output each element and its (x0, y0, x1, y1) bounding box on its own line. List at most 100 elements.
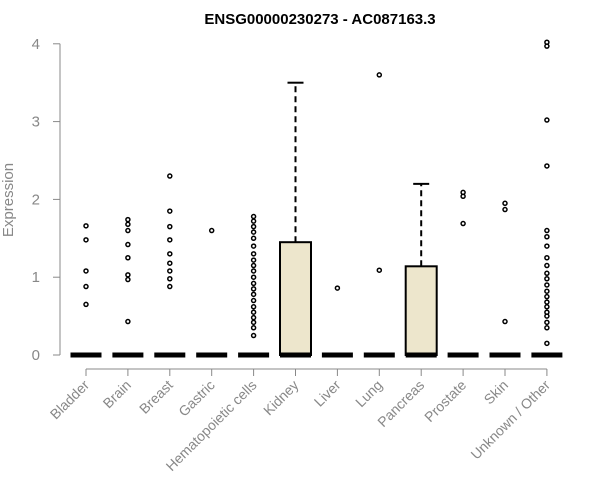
outlier-point (167, 237, 173, 243)
outlier-point (376, 267, 383, 273)
outlier-point (544, 227, 550, 234)
outlier-point (544, 282, 550, 288)
outlier-point (544, 304, 550, 310)
outlier-point (208, 227, 215, 234)
outlier-point (250, 304, 257, 310)
outlier-point (250, 309, 257, 315)
outlier-point (250, 223, 257, 230)
outlier-point (502, 200, 508, 207)
outlier-point (460, 220, 466, 227)
outlier-point (334, 285, 341, 291)
x-tick-label: Unknown / Other (467, 377, 553, 463)
outlier-point (125, 241, 131, 248)
outlier-point (544, 276, 550, 282)
outlier-point (544, 309, 550, 315)
box-body (404, 265, 438, 357)
outlier-point (544, 293, 550, 300)
x-tick-label: Lung (352, 377, 385, 410)
outlier-point (250, 262, 257, 269)
outlier-point (250, 251, 257, 257)
x-tick-label: Prostate (421, 377, 469, 425)
outlier-point (167, 251, 173, 257)
x-tick-label: Skin (481, 377, 512, 408)
outlier-point (250, 243, 257, 249)
box-hematopoietic-cells (238, 213, 270, 358)
outlier-point (376, 72, 383, 78)
outlier-point (83, 268, 89, 274)
box-body (279, 241, 312, 356)
x-tick-label: Bladder (47, 377, 93, 423)
outlier-point (250, 274, 257, 280)
outlier-point (250, 286, 257, 292)
outlier-point (544, 39, 550, 45)
outlier-point (167, 208, 173, 214)
outlier-point (167, 260, 173, 266)
outlier-point (125, 276, 131, 283)
outlier-point (125, 221, 131, 228)
x-tick-label: Brain (100, 377, 134, 411)
outlier-point (544, 340, 550, 347)
outlier-point (250, 235, 257, 242)
outlier-point (125, 318, 131, 325)
outlier-point (83, 283, 89, 290)
box-brain (112, 216, 144, 358)
outlier-point (544, 288, 550, 294)
outlier-point (250, 314, 257, 321)
y-tick-label: 2 (32, 191, 40, 208)
outlier-point (167, 173, 173, 179)
y-tick-label: 0 (32, 347, 40, 364)
outlier-point (544, 299, 550, 305)
outlier-point (544, 255, 550, 261)
outlier-point (250, 325, 257, 331)
outlier-point (544, 117, 550, 123)
box-liver (321, 285, 353, 358)
y-tick-label: 3 (32, 114, 40, 131)
outlier-point (125, 216, 131, 223)
outlier-point (250, 319, 257, 326)
outlier-point (250, 291, 257, 298)
outlier-point (167, 283, 173, 290)
outlier-point (250, 257, 257, 263)
outlier-point (83, 223, 89, 229)
outlier-point (125, 255, 131, 261)
box-unknown-other (531, 39, 563, 358)
outlier-point (460, 189, 466, 196)
box-lung (363, 72, 395, 358)
outlier-point (544, 233, 550, 240)
outlier-point (544, 262, 550, 269)
outlier-point (250, 218, 257, 224)
outlier-point (125, 272, 131, 278)
y-axis: 0 1 2 3 4 (32, 36, 61, 364)
y-tick-label: 1 (32, 269, 40, 286)
outlier-point (250, 280, 257, 287)
plot-area (70, 39, 563, 358)
chart-title: ENSG00000230273 - AC087163.3 (204, 11, 435, 28)
outlier-point (544, 163, 550, 169)
outlier-point (544, 270, 550, 277)
outlier-point (502, 318, 508, 325)
box-bladder (70, 223, 102, 358)
x-tick-label: Liver (311, 377, 344, 410)
outlier-point (250, 297, 257, 304)
outlier-point (250, 229, 257, 235)
x-tick-label: Pancreas (374, 377, 427, 430)
outlier-point (250, 213, 257, 220)
outlier-point (250, 268, 257, 274)
box-breast (154, 173, 186, 358)
outlier-point (167, 276, 173, 282)
x-tick-label: Kidney (260, 377, 302, 419)
outlier-point (544, 243, 550, 249)
outlier-point (83, 237, 89, 243)
y-axis-label: Expression (0, 163, 17, 237)
outlier-point (125, 227, 131, 234)
box-pancreas (404, 182, 438, 358)
box-prostate (447, 189, 479, 358)
outlier-point (167, 223, 173, 230)
outlier-point (502, 206, 508, 213)
box-gastric (196, 227, 228, 358)
outlier-point (544, 325, 550, 331)
x-tick-label: Breast (136, 377, 176, 417)
box-skin (489, 200, 521, 358)
